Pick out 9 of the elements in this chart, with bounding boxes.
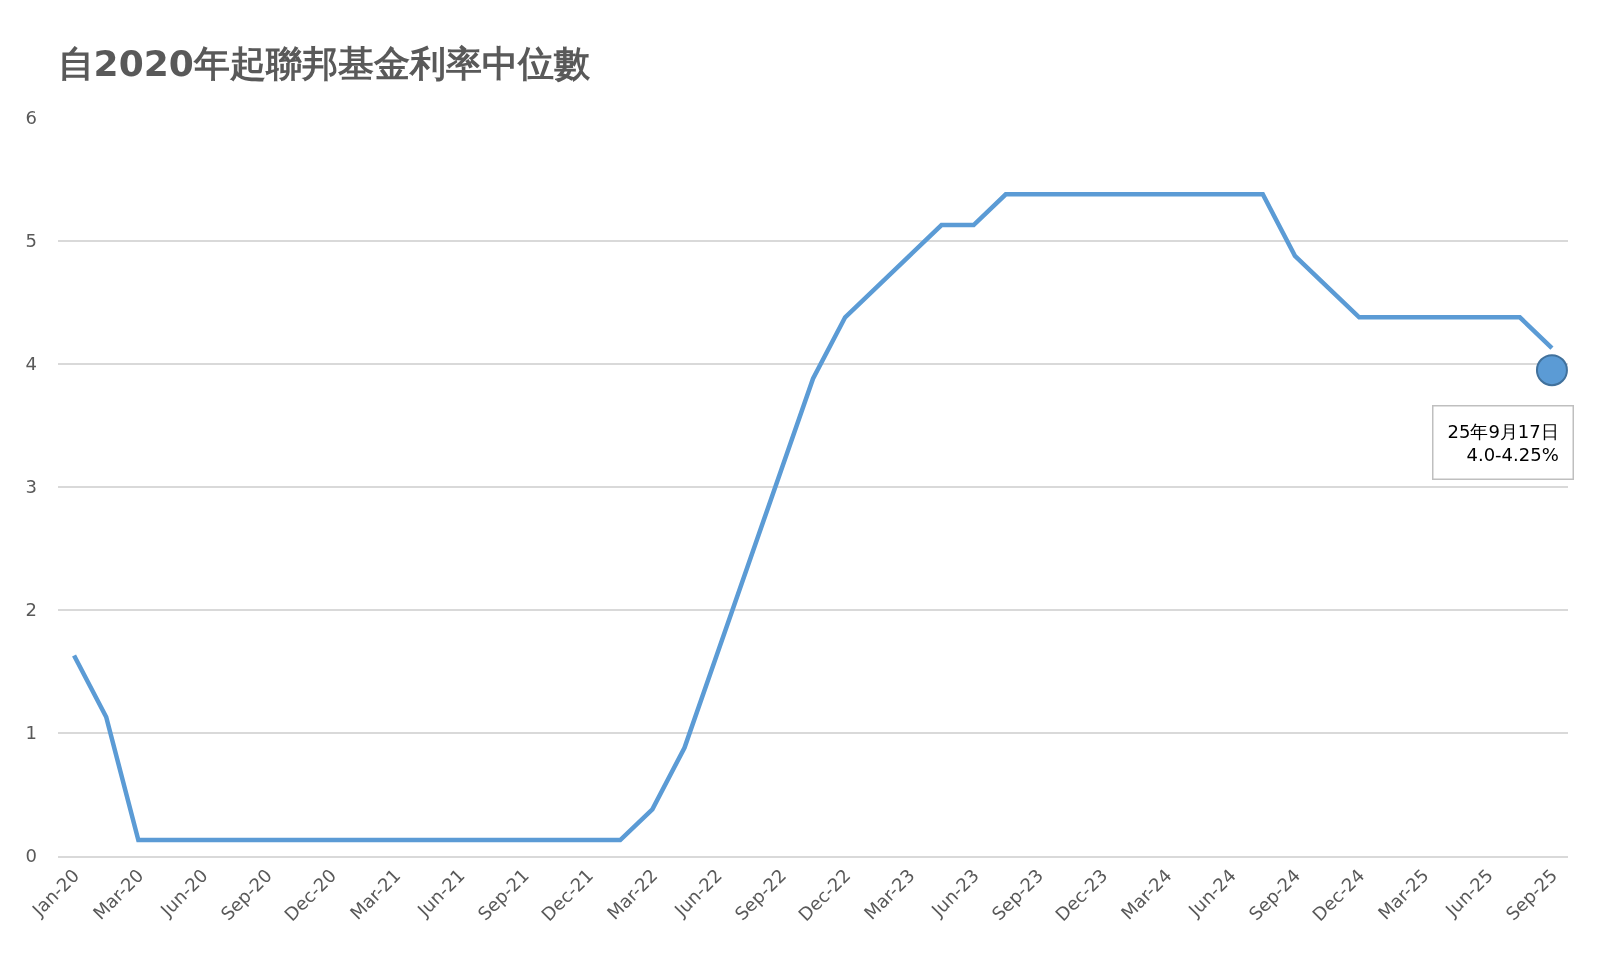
y-tick-label: 4 xyxy=(25,353,37,375)
y-tick-label: 0 xyxy=(25,845,37,867)
y-tick-label: 6 xyxy=(25,107,37,129)
y-tick-label: 3 xyxy=(25,476,37,498)
chart-title: 自2020年起聯邦基金利率中位數 xyxy=(57,42,591,84)
y-tick-label: 5 xyxy=(25,230,37,252)
y-tick-label: 2 xyxy=(25,599,37,621)
annotation: 25年9月17日 4.0-4.25% xyxy=(1447,420,1559,465)
y-tick-label: 1 xyxy=(25,722,37,744)
